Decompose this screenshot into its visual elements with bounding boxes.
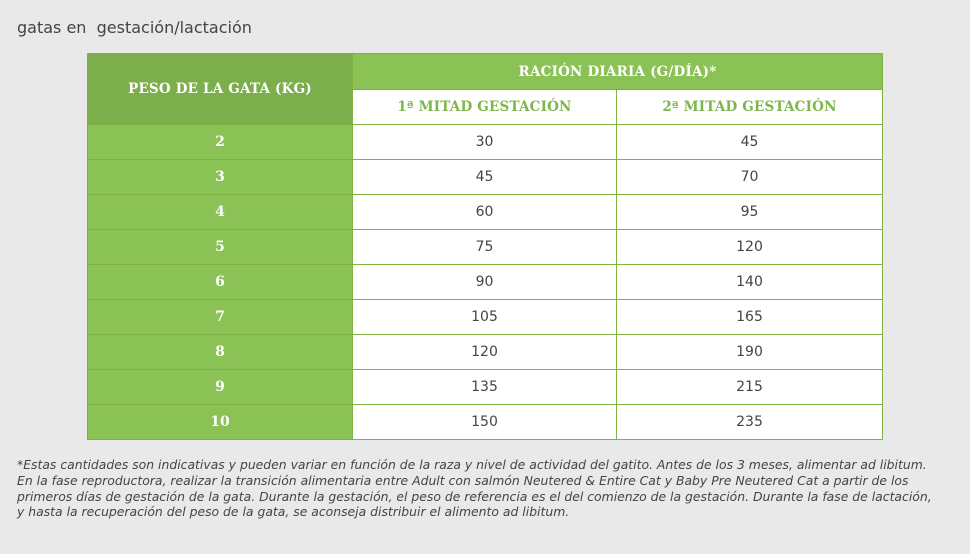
table-row: 2 30 45 bbox=[87, 124, 884, 160]
section-heading: gatas en gestación/lactación bbox=[17, 18, 252, 37]
table-row: 10 150 235 bbox=[87, 404, 884, 440]
weight-cell: 6 bbox=[87, 264, 353, 300]
first-half-cell: 30 bbox=[352, 124, 617, 160]
first-half-cell: 120 bbox=[352, 334, 617, 370]
footnote-reproductive-phase: En la fase reproductora, realizar la tra… bbox=[17, 472, 932, 520]
second-half-cell: 140 bbox=[615, 264, 884, 300]
second-half-cell: 120 bbox=[615, 229, 884, 265]
first-half-gestation-header: 1ª MITAD GESTACIÓN bbox=[352, 89, 617, 125]
weight-cell: 5 bbox=[87, 229, 353, 265]
first-half-cell: 105 bbox=[352, 299, 617, 335]
first-half-cell: 45 bbox=[352, 159, 617, 195]
ration-table: PESO DE LA GATA (KG) RACIÓN DIARIA (G/DÍ… bbox=[87, 53, 884, 440]
table-row: 9 135 215 bbox=[87, 369, 884, 405]
table-header-row: PESO DE LA GATA (KG) RACIÓN DIARIA (G/DÍ… bbox=[87, 53, 884, 125]
weight-cell: 4 bbox=[87, 194, 353, 230]
second-half-cell: 45 bbox=[615, 124, 884, 160]
second-half-cell: 215 bbox=[615, 369, 884, 405]
footnote-quantities: *Estas cantidades son indicativas y pued… bbox=[17, 457, 927, 472]
table-row: 8 120 190 bbox=[87, 334, 884, 370]
second-half-cell: 190 bbox=[615, 334, 884, 370]
second-half-gestation-header: 2ª MITAD GESTACIÓN bbox=[615, 89, 884, 125]
weight-cell: 9 bbox=[87, 369, 353, 405]
weight-cell: 3 bbox=[87, 159, 353, 195]
second-half-cell: 70 bbox=[615, 159, 884, 195]
first-half-cell: 135 bbox=[352, 369, 617, 405]
weight-cell: 8 bbox=[87, 334, 353, 370]
ration-column-header: RACIÓN DIARIA (G/DÍA)* bbox=[351, 53, 884, 90]
second-half-cell: 95 bbox=[615, 194, 884, 230]
table-subheader-row: 1ª MITAD GESTACIÓN 2ª MITAD GESTACIÓN bbox=[88, 89, 884, 125]
second-half-cell: 235 bbox=[615, 404, 884, 440]
footnotes: *Estas cantidades son indicativas y pued… bbox=[17, 457, 942, 520]
weight-cell: 2 bbox=[87, 124, 353, 160]
weight-cell: 7 bbox=[87, 299, 353, 335]
table-row: 6 90 140 bbox=[87, 264, 884, 300]
first-half-cell: 90 bbox=[352, 264, 617, 300]
table-row: 3 45 70 bbox=[87, 159, 884, 195]
table-row: 4 60 95 bbox=[87, 194, 884, 230]
weight-cell: 10 bbox=[87, 404, 353, 440]
table-row: 5 75 120 bbox=[87, 229, 884, 265]
second-half-cell: 165 bbox=[615, 299, 884, 335]
first-half-cell: 60 bbox=[352, 194, 617, 230]
first-half-cell: 75 bbox=[352, 229, 617, 265]
table-row: 7 105 165 bbox=[87, 299, 884, 335]
weight-column-header: PESO DE LA GATA (KG) bbox=[87, 53, 353, 125]
first-half-cell: 150 bbox=[352, 404, 617, 440]
